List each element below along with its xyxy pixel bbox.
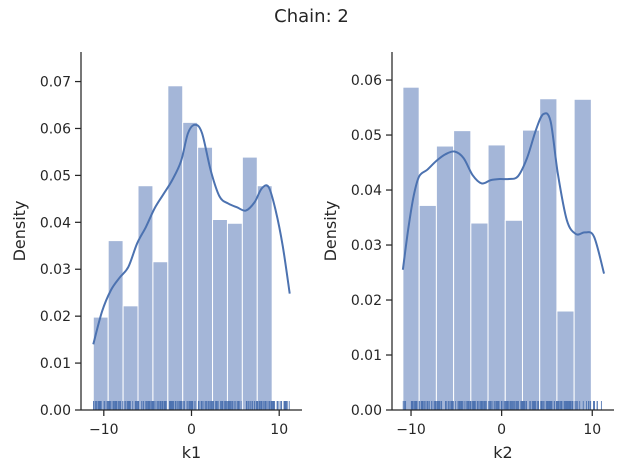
x-tick-label: −10: [396, 422, 426, 438]
histogram-bar: [470, 222, 489, 411]
y-tick-label: 0.04: [351, 183, 382, 199]
histogram-bar: [107, 240, 124, 411]
y-tick-label: 0.05: [351, 128, 382, 144]
y-tick-label: 0.05: [40, 168, 71, 184]
histogram-bar: [418, 204, 437, 411]
histogram-bar: [212, 219, 228, 411]
y-tick-label: 0.00: [351, 403, 382, 419]
histogram-bar: [92, 316, 109, 411]
histogram-bar: [521, 129, 541, 411]
histogram-bar: [241, 156, 258, 411]
kde-line: [92, 123, 291, 345]
histogram-bar: [122, 305, 139, 411]
histogram-bar: [152, 261, 169, 411]
figure-title: Chain: 2: [274, 6, 349, 27]
y-tick-label: 0.07: [40, 75, 71, 91]
x-tick-label: 0: [187, 422, 196, 438]
histogram-bar: [226, 222, 243, 411]
histogram-bar: [556, 310, 575, 411]
y-tick-label: 0.01: [40, 356, 71, 372]
histogram-bar: [137, 185, 154, 411]
panel-k2: 0.00 0.01 0.02 0.03 0.04 0.05 0.06 −10 0 10 k2 Dens…: [321, 52, 614, 462]
histogram-bar: [182, 121, 199, 411]
y-tick-label: 0.06: [351, 73, 382, 89]
y-tick-label: 0.04: [40, 215, 71, 231]
x-axis-label: k2: [493, 443, 512, 462]
x-tick-label: −10: [89, 422, 119, 438]
y-tick-label: 0.02: [40, 309, 71, 325]
x-tick-label: 10: [270, 422, 288, 438]
y-tick-label: 0.03: [351, 238, 382, 254]
y-axis-label: Density: [321, 201, 340, 262]
x-tick-label: 0: [497, 422, 506, 438]
y-axis-label: Density: [10, 201, 29, 262]
histogram-bar: [453, 130, 472, 411]
y-tick-label: 0.03: [40, 262, 71, 278]
histogram-bar: [197, 146, 214, 411]
y-tick-label: 0.01: [351, 348, 382, 364]
histogram-bar: [167, 85, 184, 411]
histogram-bar: [256, 185, 273, 411]
x-axis-label: k1: [182, 443, 201, 462]
histogram-bar: [573, 98, 592, 411]
y-tick-label: 0.00: [40, 403, 71, 419]
y-tick-label: 0.06: [40, 121, 71, 137]
histogram-bar: [504, 219, 523, 411]
y-tick-label: 0.02: [351, 293, 382, 309]
histogram-bar: [487, 144, 506, 411]
x-tick-label: 10: [583, 422, 601, 438]
panel-k1: 0.00 0.01 0.02 0.03 0.04 0.05 0.06 0.07 −10 0 10 k1…: [10, 52, 302, 462]
kde-line: [401, 112, 605, 274]
histogram-bar: [435, 145, 455, 411]
